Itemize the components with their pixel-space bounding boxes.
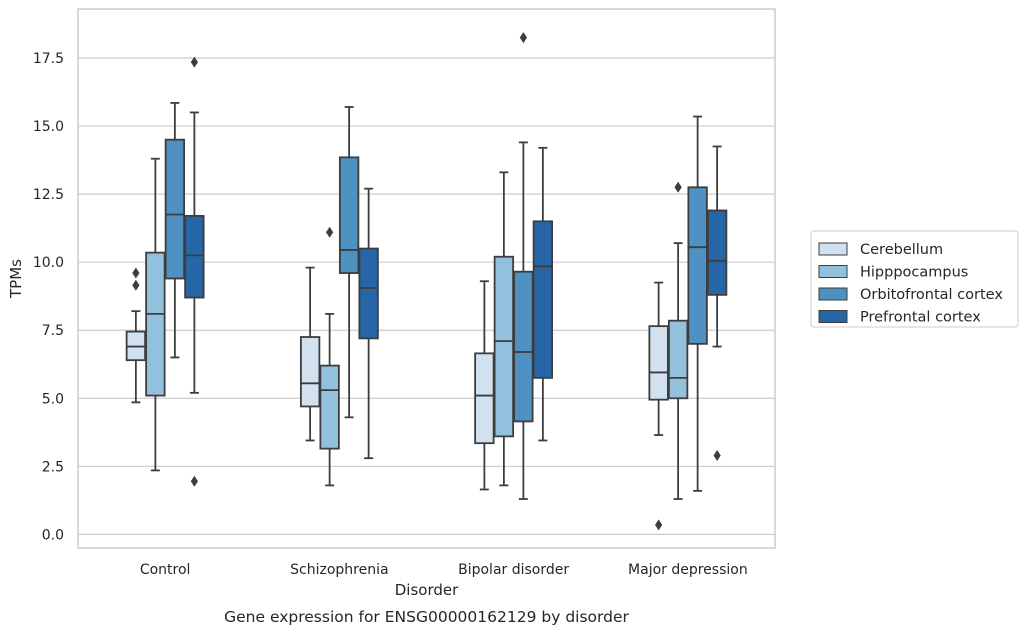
x-axis-title: Disorder <box>395 581 459 599</box>
outlier-point <box>326 226 334 238</box>
legend-item: Hipppocampus <box>818 265 968 281</box>
outlier-point <box>132 267 140 279</box>
outlier-point <box>132 279 140 291</box>
legend-item: Cerebellum <box>818 242 943 258</box>
y-tick-label: 12.5 <box>33 187 64 203</box>
gridlines <box>78 57 775 535</box>
y-tick-label: 15.0 <box>33 119 64 135</box>
box <box>667 319 689 400</box>
legend-swatch <box>818 265 848 278</box>
legend: Cerebellum Hipppocampus Orbitofrontal cort… <box>810 230 1019 328</box>
outlier-point <box>519 32 527 44</box>
y-tick-label: 2.5 <box>42 459 64 475</box>
box <box>706 209 728 296</box>
y-tick-label: 0.0 <box>42 527 64 543</box>
box <box>145 251 166 397</box>
series-hipppocampus <box>145 157 689 500</box>
box-series <box>125 32 728 531</box>
series-cerebellum <box>125 266 669 531</box>
box <box>164 138 186 280</box>
x-axis-tick-labels: Control Schizophrenia Bipolar disorder Majo… <box>140 562 748 578</box>
box <box>493 255 515 438</box>
legend-swatch <box>818 310 848 323</box>
box <box>319 364 340 450</box>
series-prefrontal-cortex <box>184 56 728 487</box>
outlier-point <box>713 449 721 461</box>
box <box>513 270 534 423</box>
y-tick-label: 10.0 <box>33 255 64 271</box>
outlier-point <box>655 519 663 531</box>
legend-item: Prefrontal cortex <box>818 310 981 326</box>
legend-frame <box>810 230 1019 328</box>
x-tick-label: Control <box>140 562 191 578</box>
outlier-point <box>674 181 682 193</box>
outlier-point <box>190 56 198 68</box>
box <box>474 352 495 445</box>
outlier-point <box>190 475 198 487</box>
box <box>648 325 669 401</box>
y-tick-label: 17.5 <box>33 51 64 67</box>
y-tick-label: 5.0 <box>42 391 64 407</box>
legend-swatch <box>818 287 848 301</box>
y-axis-tick-labels: 0.0 2.5 5.0 7.5 10.0 12.5 15.0 17.5 <box>33 51 64 543</box>
box <box>358 247 379 340</box>
box <box>687 186 708 345</box>
x-tick-label: Bipolar disorder <box>458 562 569 578</box>
legend-items: Cerebellum Hipppocampus Orbitofrontal cort… <box>818 242 1003 326</box>
box <box>184 214 205 299</box>
series-orbitofrontal-cortex <box>164 32 708 500</box>
box <box>338 156 360 274</box>
y-axis-title: TPMs <box>7 259 25 299</box>
plot-area-frame <box>77 8 776 549</box>
legend-label: Prefrontal cortex <box>860 310 981 326</box>
legend-swatch <box>818 242 848 256</box>
x-tick-label: Schizophrenia <box>290 562 388 578</box>
x-tick-label: Major depression <box>628 562 748 578</box>
y-tick-label: 7.5 <box>42 323 64 339</box>
chart-caption: Gene expression for ENSG00000162129 by d… <box>224 608 629 626</box>
legend-label: Orbitofrontal cortex <box>860 287 1003 303</box>
box <box>299 336 321 408</box>
legend-item: Orbitofrontal cortex <box>818 287 1003 303</box>
legend-label: Cerebellum <box>860 242 943 258</box>
legend-label: Hipppocampus <box>860 265 968 281</box>
box <box>532 220 554 379</box>
